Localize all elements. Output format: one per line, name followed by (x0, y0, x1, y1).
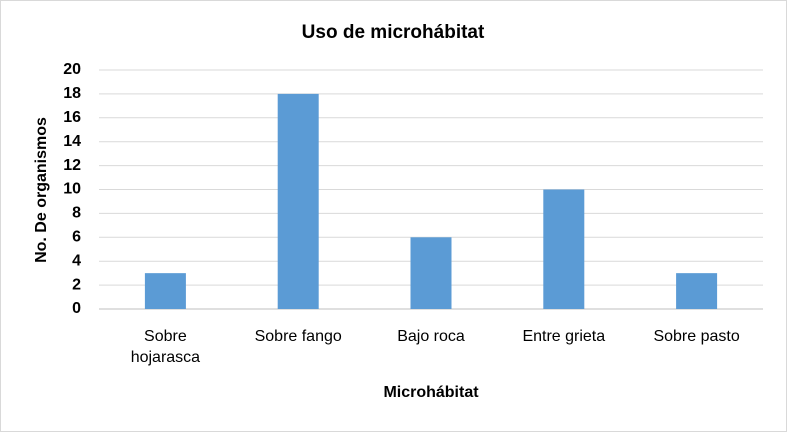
bar (277, 93, 319, 310)
x-tick-label: Sobre pasto (637, 326, 757, 347)
bar (410, 237, 452, 309)
y-axis-label: No. De organismos (33, 117, 50, 263)
y-tick-label: 8 (72, 205, 81, 222)
x-tick-label: Sobre hojarasca (105, 326, 225, 368)
y-tick-label: 0 (72, 300, 81, 317)
y-tick-label: 10 (63, 181, 81, 198)
x-tick-text: Bajo roca (397, 328, 465, 345)
x-tick-text: Sobre pasto (653, 328, 740, 345)
x-tick-text: Entre grieta (522, 328, 606, 345)
y-tick-label: 16 (63, 109, 81, 126)
y-tick-label: 4 (72, 252, 81, 269)
x-tick-label: Bajo roca (371, 326, 491, 347)
y-tick-label: 20 (63, 61, 81, 78)
x-tick-label: Entre grieta (504, 326, 624, 347)
bar (144, 273, 186, 309)
x-tick-label: Sobre fango (238, 326, 358, 347)
y-tick-label: 6 (72, 229, 81, 246)
y-tick-label: 2 (72, 276, 81, 293)
y-tick-label: 12 (63, 157, 81, 174)
y-tick-label: 18 (63, 85, 81, 102)
bar (543, 189, 585, 309)
x-axis-label: Microhábitat (383, 384, 479, 401)
bar (676, 273, 718, 309)
y-tick-label: 14 (63, 133, 81, 150)
x-tick-text: Sobre fango (254, 328, 342, 345)
x-tick-text: Sobre hojarasca (130, 328, 201, 366)
chart-title: Uso de microhábitat (302, 22, 485, 43)
